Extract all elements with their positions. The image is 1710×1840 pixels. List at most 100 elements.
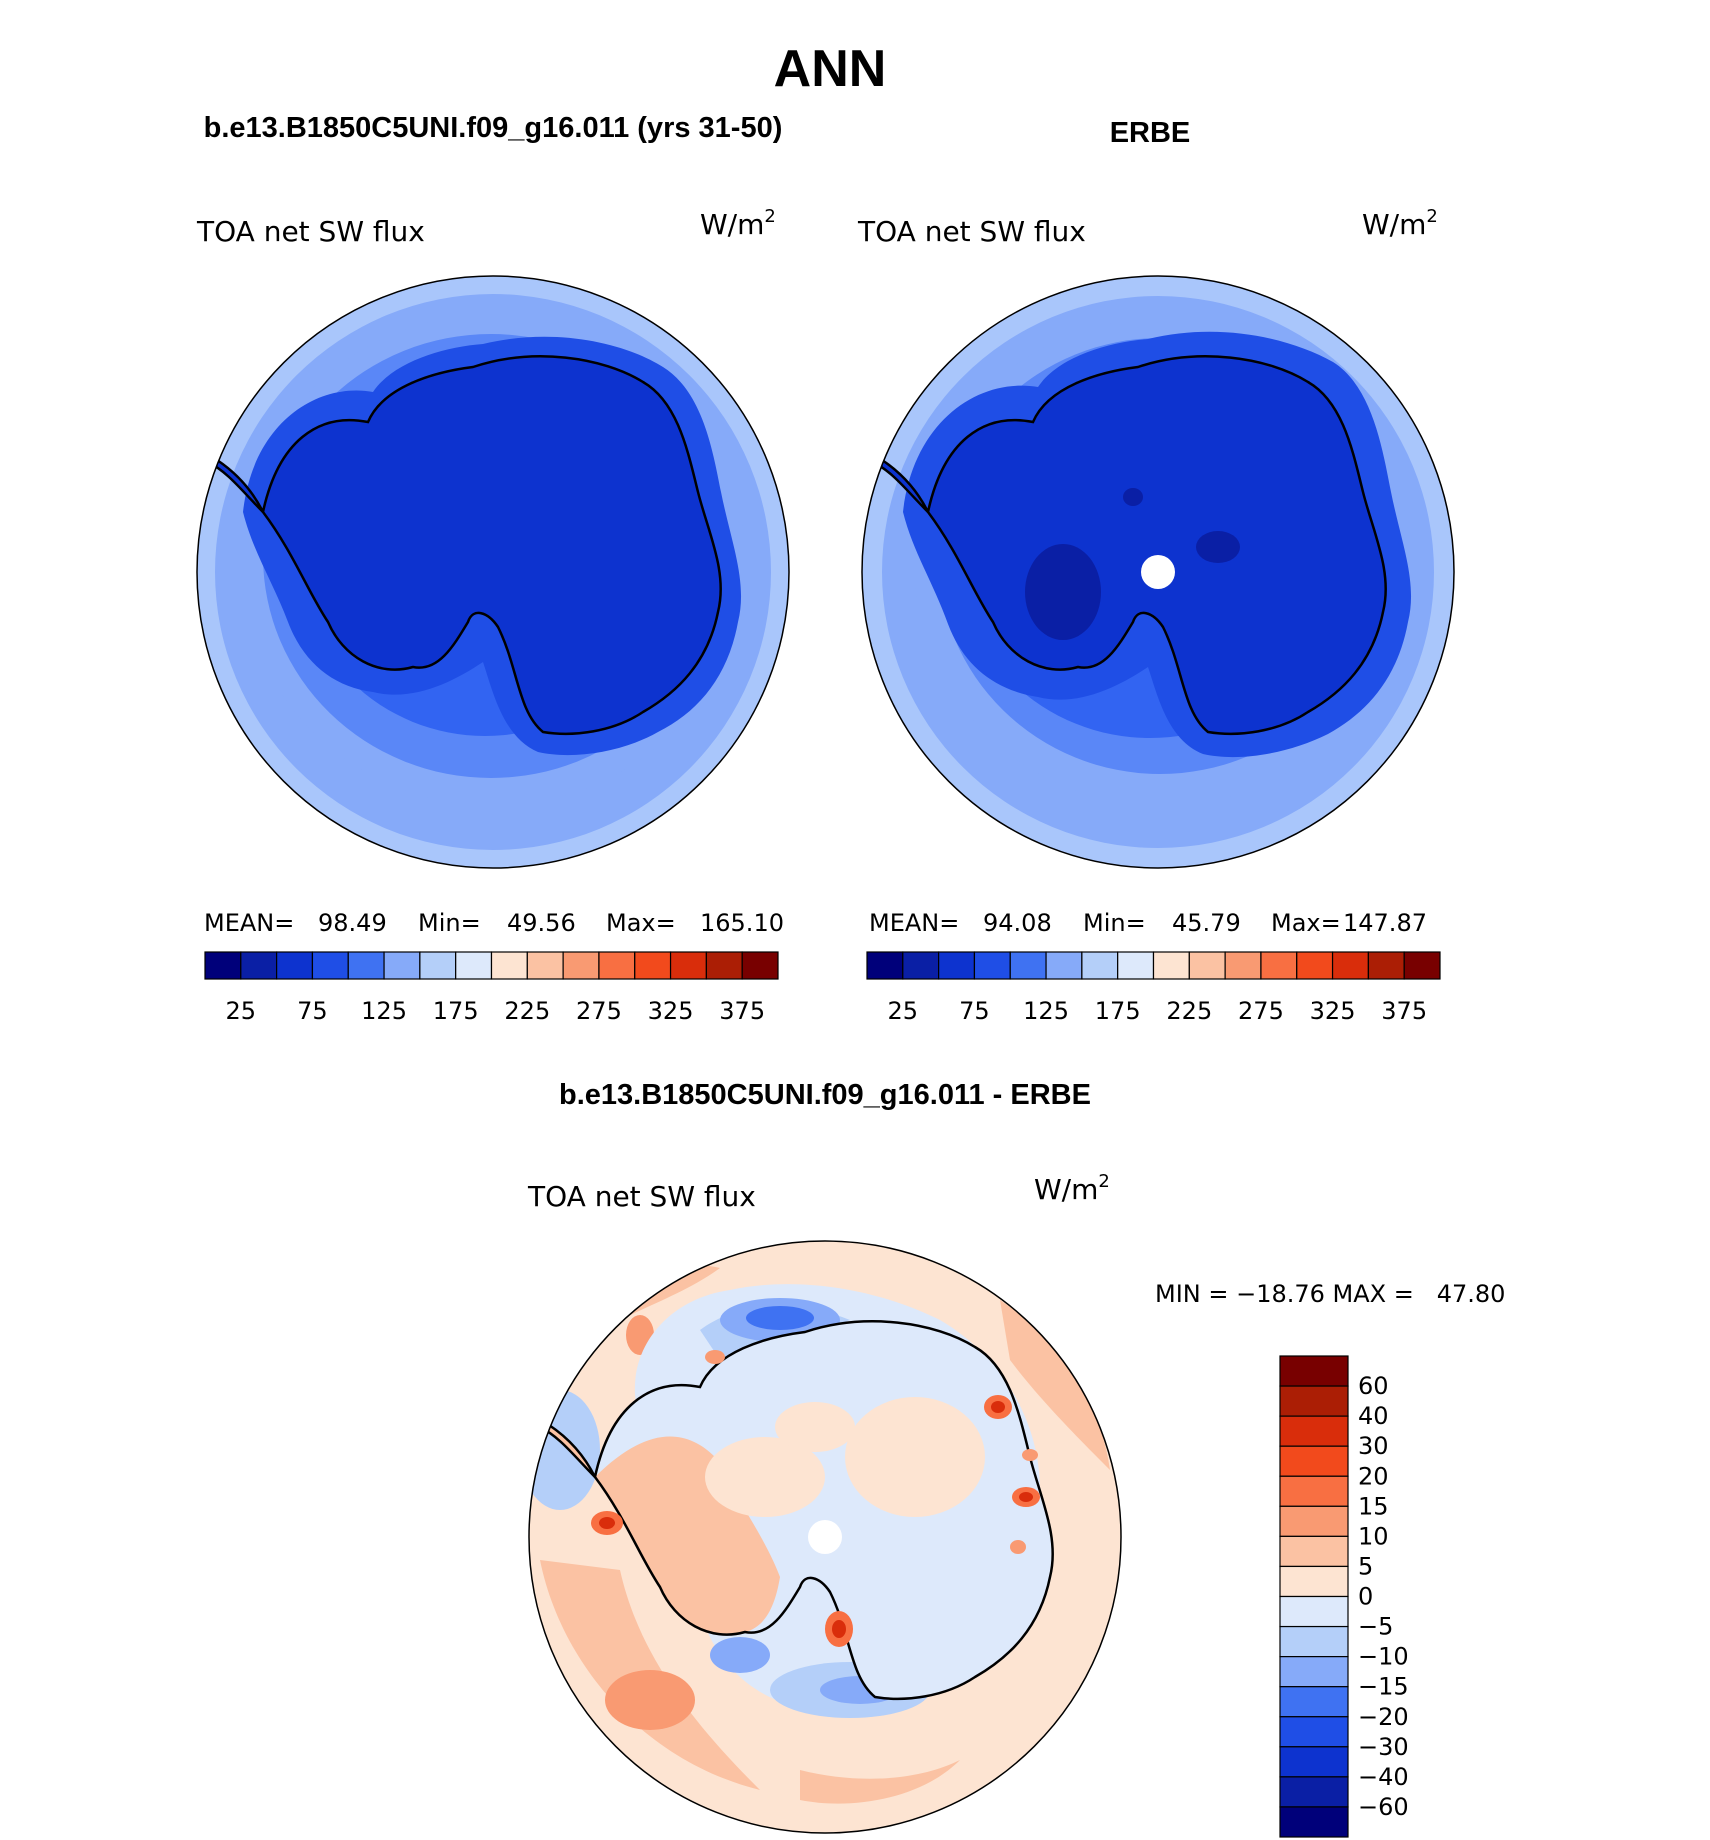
panel-obs-max-label: Max=: [1271, 909, 1341, 937]
panel-diff-colorbar-swatch: [1279, 1385, 1349, 1417]
panel-diff-map-border: [528, 1240, 1122, 1834]
panel-model-colorbar-tick-label: 75: [297, 997, 328, 1025]
panel-obs-colorbar-tick-label: 75: [959, 997, 990, 1025]
panel-obs-colorbar-tick-label: 325: [1310, 997, 1356, 1025]
panel-diff-colorbar-tick-label: −60: [1358, 1793, 1409, 1821]
panel-model-colorbar-swatch: [311, 951, 349, 980]
panel-obs-missing-pole: [1141, 555, 1175, 589]
panel-diff-colorbar-swatch: [1279, 1716, 1349, 1748]
panel-model-colorbar-swatch: [455, 951, 493, 980]
panel-diff-colorbar-tick-label: −40: [1358, 1763, 1409, 1791]
panel-diff-colorbar-tick-label: 5: [1358, 1552, 1373, 1580]
panel-obs-map: [862, 276, 1454, 868]
panel-diff-colorbar-swatch: [1279, 1355, 1349, 1387]
panel-diff-colorbar-swatch: [1279, 1625, 1349, 1658]
panel-model: b.e13.B1850C5UNI.f09_g16.011 (yrs 31-50)…: [196, 112, 790, 1025]
panel-obs-colorbar-swatch: [1152, 951, 1190, 980]
panel-model-colorbar-swatch: [419, 951, 457, 980]
panel-model-colorbar-swatch: [634, 951, 672, 980]
panel-diff-colorbar-swatch: [1279, 1746, 1349, 1778]
panel-model-min-value: 49.56: [507, 909, 576, 937]
panel-diff-units: W/m2: [1034, 1171, 1110, 1206]
panel-model-colorbar-swatch: [526, 951, 564, 980]
panel-diff-colorbar-tick-label: 60: [1358, 1372, 1389, 1400]
panel-obs-colorbar-swatch: [1224, 951, 1262, 980]
panel-obs-colorbar-tick-label: 175: [1095, 997, 1141, 1025]
panel-obs-colorbar-swatch: [1117, 951, 1155, 980]
panel-obs-min-value: 45.79: [1172, 909, 1241, 937]
panel-model-map: [197, 276, 789, 868]
panel-obs-max-value: 147.87: [1343, 909, 1427, 937]
panel-obs-min-label: Min=: [1083, 909, 1146, 937]
panel-model-colorbar-swatch: [204, 951, 242, 980]
panel-diff-colorbar-tick-label: 10: [1358, 1522, 1389, 1550]
panel-diff-title: b.e13.B1850C5UNI.f09_g16.011 - ERBE: [559, 1079, 1091, 1111]
panel-obs-stats: MEAN= 94.08 Min= 45.79 Max= 147.87: [869, 909, 1427, 937]
panel-obs-colorbar-swatch: [1081, 951, 1119, 980]
panel-diff-map: [529, 1241, 1121, 1833]
panel-obs-colorbar-tick-label: 275: [1238, 997, 1284, 1025]
panel-model-colorbar-tick-label: 125: [361, 997, 407, 1025]
panel-model-mean-value: 98.49: [318, 909, 387, 937]
panel-obs-colorbar-swatch: [1188, 951, 1226, 980]
panel-model-colorbar-tick-label: 375: [719, 997, 765, 1025]
panel-model-max-value: 165.10: [700, 909, 784, 937]
panel-obs-map-border: [861, 275, 1455, 869]
panel-diff-colorbar-tick-label: 40: [1358, 1402, 1389, 1430]
panel-model-colorbar-swatch: [240, 951, 278, 980]
panel-diff-colorbar-tick-label: 20: [1358, 1462, 1389, 1490]
panel-diff-colorbar-tick-label: −20: [1358, 1703, 1409, 1731]
panel-obs-mean-value: 94.08: [983, 909, 1052, 937]
panel-model-colorbar-swatch: [741, 951, 779, 980]
panel-model-colorbar-swatch: [705, 951, 743, 980]
panel-model-stats: MEAN= 98.49 Min= 49.56 Max= 165.10: [204, 909, 784, 937]
panel-model-colorbar-swatch: [276, 951, 314, 980]
panel-obs-colorbar: 25 75 125 175 225 275 325 375: [866, 951, 1441, 1025]
panel-diff-colorbar-tick-label: −15: [1358, 1673, 1409, 1701]
panel-diff-colorbar-swatch: [1279, 1535, 1349, 1568]
panel-obs-colorbar-swatch: [1296, 951, 1334, 980]
panel-obs-colorbar-swatch: [938, 951, 976, 980]
panel-diff-colorbar-tick-label: 0: [1358, 1583, 1373, 1611]
panel-diff-colorbar-tick-label: 30: [1358, 1432, 1389, 1460]
panel-obs-colorbar-swatch: [1009, 951, 1047, 980]
panel-obs: ERBE TOA net SW flux W/m2 MEAN= 94.08 Mi: [857, 117, 1455, 1025]
panel-model-colorbar-tick-label: 275: [576, 997, 622, 1025]
panel-model-colorbar-tick-label: 325: [648, 997, 694, 1025]
panel-diff-colorbar-tick-label: −5: [1358, 1613, 1393, 1641]
panel-diff-colorbar-swatch: [1279, 1686, 1349, 1718]
panel-obs-colorbar-tick-label: 125: [1023, 997, 1069, 1025]
panel-model-colorbar-swatch: [383, 951, 421, 980]
panel-obs-colorbar-swatch: [973, 951, 1011, 980]
panel-obs-colorbar-swatch: [1403, 951, 1441, 980]
panel-obs-colorbar-swatch: [1331, 951, 1369, 980]
panel-diff-missing-pole: [808, 1520, 842, 1554]
panel-diff-minmax: MIN = −18.76 MAX = 47.80: [1155, 1280, 1505, 1308]
panel-model-colorbar-swatch: [598, 951, 636, 980]
panel-model-map-border: [196, 275, 790, 869]
panel-diff-colorbar-tick-label: −30: [1358, 1733, 1409, 1761]
panel-model-colorbar-swatch: [347, 951, 385, 980]
panel-diff-colorbar-swatch: [1279, 1806, 1349, 1838]
panel-obs-colorbar-swatch: [1045, 951, 1083, 980]
panel-diff-variable: TOA net SW flux: [527, 1180, 756, 1213]
panel-obs-colorbar-tick-label: 375: [1381, 997, 1427, 1025]
panel-model-colorbar-swatch: [669, 951, 707, 980]
panel-model-colorbar-tick-label: 225: [504, 997, 550, 1025]
panel-diff-colorbar-swatch: [1279, 1656, 1349, 1688]
panel-obs-title: ERBE: [1110, 117, 1191, 149]
panel-model-colorbar-swatch: [490, 951, 528, 980]
panel-diff-colorbar-swatch: [1279, 1565, 1349, 1598]
figure-title: ANN: [774, 40, 887, 98]
panel-diff-colorbar-swatch: [1279, 1505, 1349, 1537]
panel-obs-colorbar-swatch: [902, 951, 940, 980]
panel-obs-colorbar-tick-label: 225: [1166, 997, 1212, 1025]
panel-obs-colorbar-swatch: [866, 951, 904, 980]
panel-obs-colorbar-tick-label: 25: [888, 997, 919, 1025]
panel-model-min-label: Min=: [418, 909, 481, 937]
panel-diff: b.e13.B1850C5UNI.f09_g16.011 - ERBE TOA …: [527, 1079, 1505, 1838]
panel-model-variable: TOA net SW flux: [196, 215, 425, 248]
panel-model-colorbar-tick-label: 25: [226, 997, 257, 1025]
